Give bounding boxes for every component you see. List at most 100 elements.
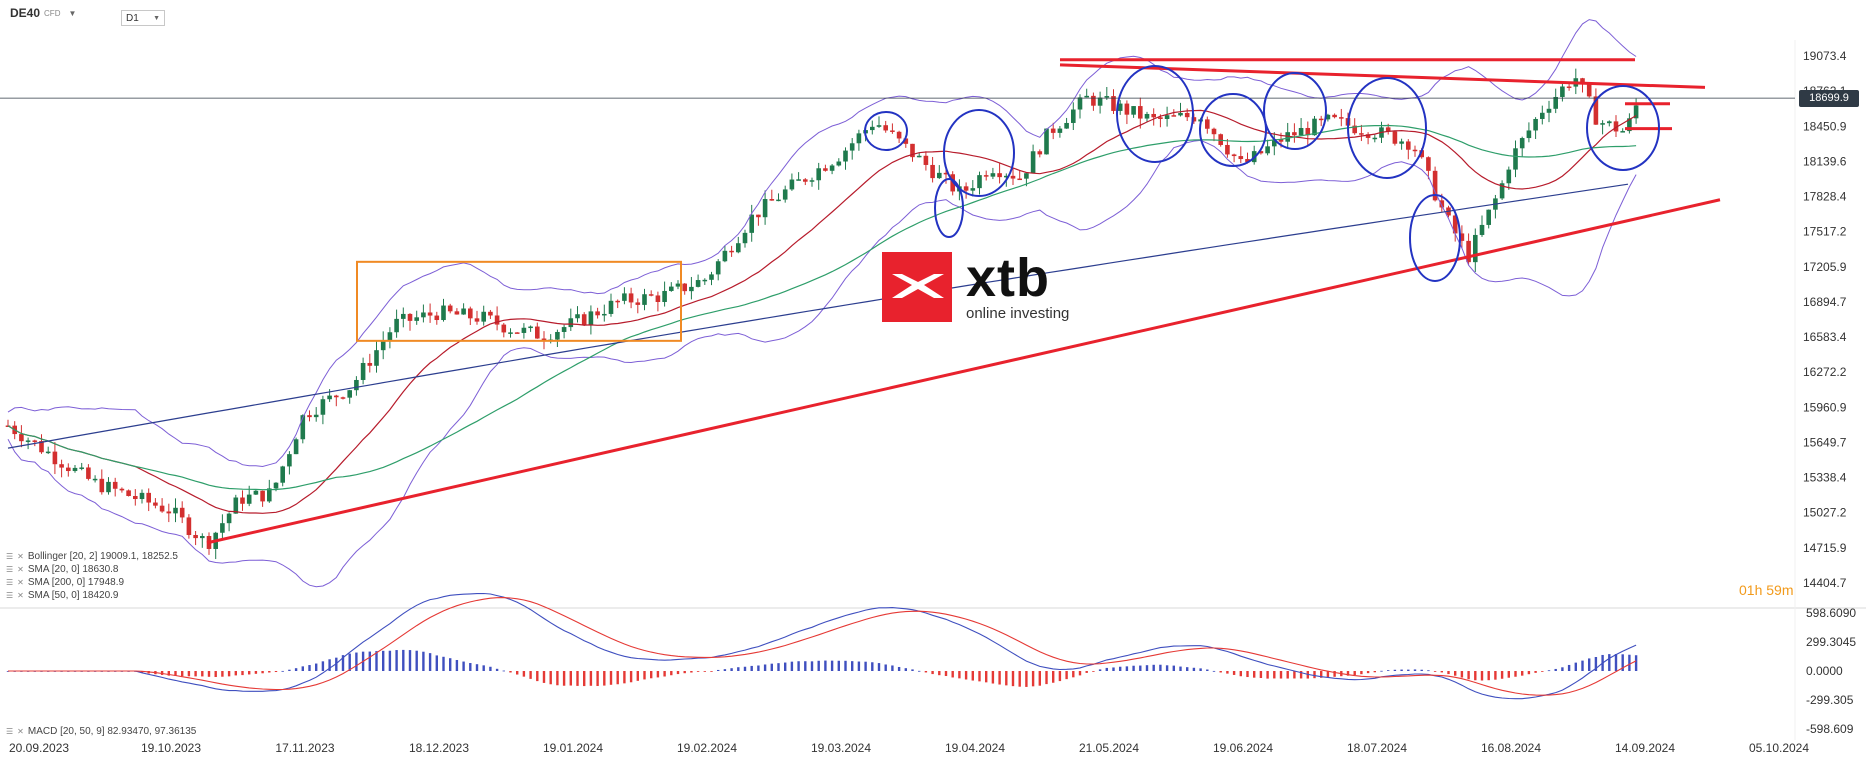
candle <box>300 414 306 444</box>
candle-body <box>823 168 828 171</box>
macd-histogram-bar <box>1547 670 1551 672</box>
candle-body <box>327 395 332 400</box>
candle <box>1111 89 1116 114</box>
macd-histogram-bar <box>1467 671 1470 680</box>
candle-body <box>367 362 373 366</box>
candle <box>829 163 835 175</box>
candle <box>1513 140 1518 178</box>
candle-body <box>521 327 527 333</box>
candle-body <box>702 279 708 282</box>
candle <box>876 116 882 128</box>
candle <box>816 162 821 190</box>
close-icon[interactable]: ✕ <box>17 591 24 600</box>
logo-wordmark: xtb <box>966 247 1050 308</box>
macd-histogram-bar <box>958 671 961 679</box>
candle-body <box>682 283 687 292</box>
candle-body <box>1010 175 1016 179</box>
macd-histogram-bar <box>576 671 579 686</box>
macd-histogram-bar <box>770 663 773 671</box>
candle-body <box>1600 123 1605 125</box>
y-tick-label: 15338.4 <box>1803 471 1847 485</box>
candle-body <box>1513 148 1518 170</box>
macd-histogram-bar <box>382 650 385 671</box>
menu-icon[interactable]: ☰ <box>6 565 14 574</box>
x-tick-label: 19.01.2024 <box>543 741 603 755</box>
candle-body <box>890 130 895 132</box>
candle <box>709 271 714 286</box>
x-tick-label: 20.09.2023 <box>9 741 69 755</box>
candle-body <box>1365 134 1371 138</box>
candle-body <box>441 305 446 321</box>
macd-histogram-bar <box>723 669 727 671</box>
y-tick-label: 18450.9 <box>1803 119 1847 133</box>
macd-line <box>8 592 1637 700</box>
macd-histogram-bar <box>1145 665 1149 671</box>
menu-icon[interactable]: ☰ <box>6 578 14 587</box>
candle <box>1560 83 1565 102</box>
candle <box>588 305 594 335</box>
macd-histogram-bar <box>790 661 794 671</box>
candle-body <box>1339 117 1344 119</box>
candle <box>19 425 24 448</box>
macd-histogram-bar <box>1052 671 1055 683</box>
candle-body <box>1050 128 1056 133</box>
candle <box>836 158 842 167</box>
candle <box>1131 106 1136 118</box>
candle-body <box>555 331 560 340</box>
candle-body <box>876 125 882 127</box>
macd-histogram-bar <box>1072 671 1075 678</box>
candle <box>401 307 406 328</box>
x-tick-label: 19.10.2023 <box>141 741 201 755</box>
candle <box>25 437 31 450</box>
candle-body <box>729 250 734 253</box>
candle-body <box>983 175 989 177</box>
close-icon[interactable]: ✕ <box>17 565 24 574</box>
macd-histogram-bar <box>288 669 291 671</box>
candle-body <box>1452 215 1458 234</box>
macd-histogram-bar <box>321 661 325 671</box>
candle-body <box>1285 132 1290 142</box>
candle <box>856 129 862 151</box>
candle <box>119 487 125 493</box>
candle <box>1526 122 1532 143</box>
candle <box>809 177 815 187</box>
candle <box>461 303 466 315</box>
candle <box>849 138 855 160</box>
menu-icon[interactable]: ☰ <box>6 727 14 736</box>
candle-body <box>1506 169 1512 184</box>
timeframe-selector[interactable]: D1 ▼ <box>121 10 165 26</box>
close-icon[interactable]: ✕ <box>17 727 24 736</box>
candle-body <box>642 294 647 305</box>
candle-body <box>849 143 855 151</box>
macd-histogram-bar <box>1474 671 1477 681</box>
candle <box>729 245 734 257</box>
close-icon[interactable]: ✕ <box>17 578 24 587</box>
menu-icon[interactable]: ☰ <box>6 552 14 561</box>
macd-histogram-bar <box>1005 671 1008 686</box>
candle-body <box>997 173 1002 178</box>
symbol-selector[interactable]: DE40 CFD ▼ <box>10 6 76 20</box>
uptrend-line <box>206 198 1721 545</box>
macd-histogram-bar <box>542 671 546 683</box>
candle <box>126 489 131 497</box>
legend-sma20-label: SMA [20, 0] 18630.8 <box>27 564 119 575</box>
macd-histogram-bar <box>1447 671 1450 675</box>
candle <box>313 407 319 422</box>
candle <box>1265 139 1270 156</box>
y-tick-label: 17517.2 <box>1803 225 1847 239</box>
candle-body <box>79 467 84 469</box>
close-icon[interactable]: ✕ <box>17 552 24 561</box>
candle <box>320 395 326 425</box>
candle-body <box>200 535 205 539</box>
macd-histogram-bar <box>1561 667 1564 671</box>
y-tick-label: 18139.6 <box>1803 154 1847 168</box>
menu-icon[interactable]: ☰ <box>6 591 14 600</box>
candle <box>662 281 667 307</box>
y-tick-label: 15960.9 <box>1803 400 1847 414</box>
candle <box>1231 153 1237 163</box>
candle <box>782 185 788 203</box>
candle-body <box>1613 121 1619 132</box>
candle-body <box>354 379 359 391</box>
candle-body <box>809 180 815 182</box>
